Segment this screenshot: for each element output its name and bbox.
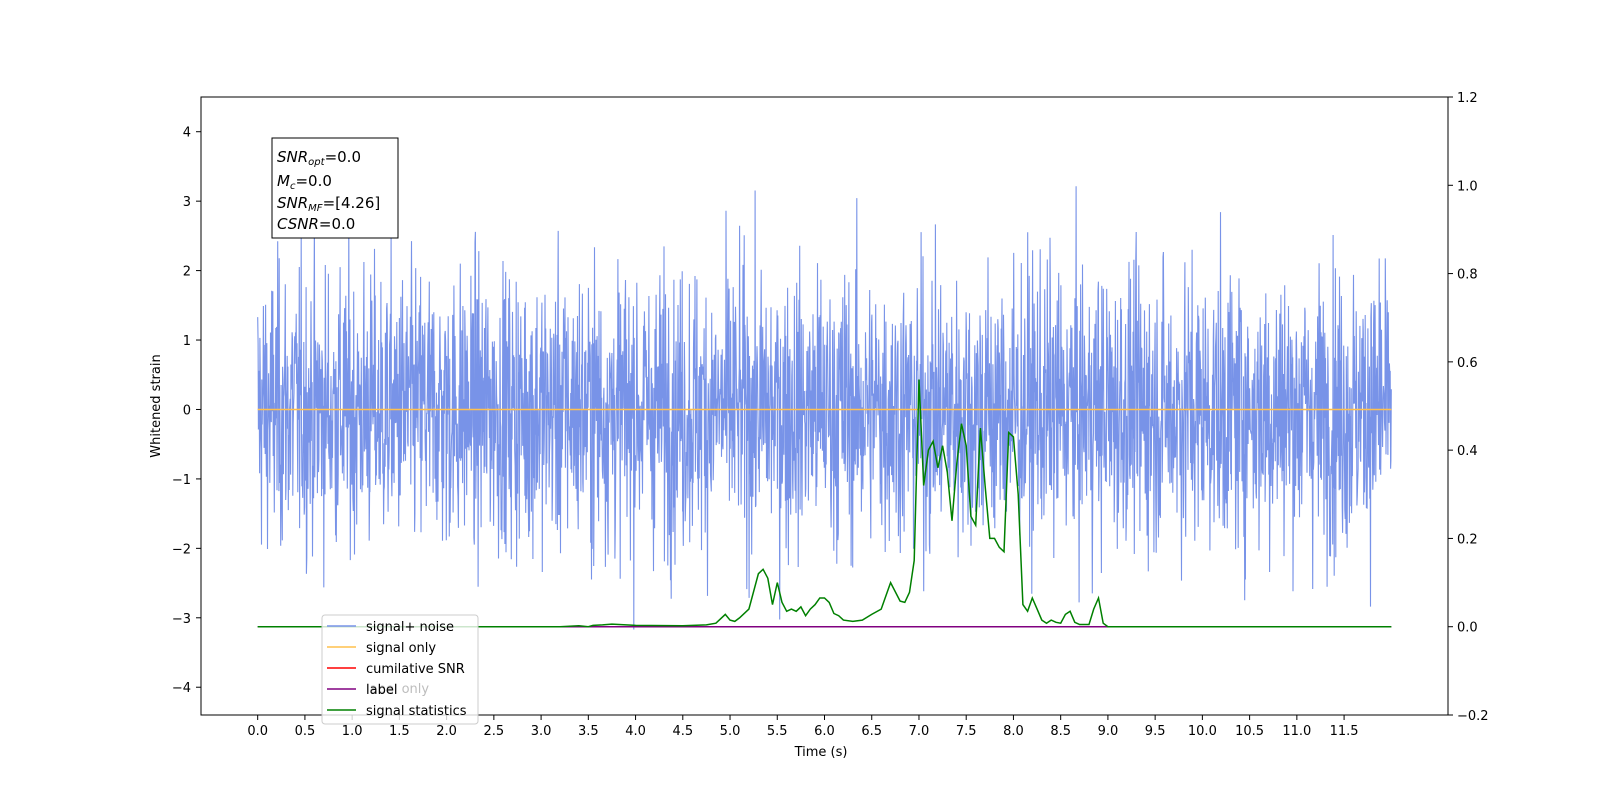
legend-label: signal statistics xyxy=(366,704,467,719)
y-tick-label: −2 xyxy=(172,542,191,557)
y-axis-ticks: 4 3 2 1 0 −1 −2 −3 −4 xyxy=(172,126,201,696)
x-tick-label: 7.5 xyxy=(956,724,977,739)
annotation-line-mc: Mc=0.0 xyxy=(277,172,332,192)
signal-noise-line xyxy=(257,186,1392,630)
x-axis-label: Time (s) xyxy=(794,745,848,760)
y-right-tick-label: 0.2 xyxy=(1457,532,1478,547)
x-tick-label: 5.0 xyxy=(720,724,741,739)
x-tick-label: 6.5 xyxy=(861,724,882,739)
y-right-axis-ticks: 1.2 1.0 0.8 0.6 0.4 0.2 0.0 −0.2 xyxy=(1448,91,1489,724)
y-axis-label: Whitened strain xyxy=(149,354,164,457)
y-right-tick-label: 0.4 xyxy=(1457,444,1478,459)
x-tick-label: 2.5 xyxy=(484,724,505,739)
x-tick-label: 10.0 xyxy=(1188,724,1217,739)
legend-label: signal+ noise xyxy=(366,620,454,635)
x-tick-label: 4.0 xyxy=(625,724,646,739)
y-right-tick-label: 1.2 xyxy=(1457,91,1478,106)
y-right-tick-label: 0.0 xyxy=(1457,621,1478,636)
x-tick-label: 7.0 xyxy=(909,724,930,739)
annotation-line-csnr: CSNR=0.0 xyxy=(277,215,355,233)
annotation-line-snr-mf: SNRMF=[4.26] xyxy=(277,194,380,214)
legend-label: cumilative SNR xyxy=(366,662,465,677)
y-tick-label: 0 xyxy=(183,403,191,418)
x-tick-label: 3.5 xyxy=(578,724,599,739)
legend-label: signal only xyxy=(366,641,436,656)
annotation-line-snr-opt: SNRopt=0.0 xyxy=(277,148,361,168)
y-tick-label: 3 xyxy=(183,195,191,210)
signal-noise-series xyxy=(257,186,1392,630)
x-tick-label: 2.0 xyxy=(436,724,457,739)
y-right-tick-label: 0.6 xyxy=(1457,356,1478,371)
x-tick-label: 9.0 xyxy=(1098,724,1119,739)
y-tick-label: −1 xyxy=(172,473,191,488)
x-tick-label: 8.5 xyxy=(1050,724,1071,739)
x-tick-label: 10.5 xyxy=(1235,724,1264,739)
x-tick-label: 8.0 xyxy=(1003,724,1024,739)
x-tick-label: 3.0 xyxy=(531,724,552,739)
y-tick-label: 2 xyxy=(183,265,191,280)
x-tick-label: 11.5 xyxy=(1330,724,1359,739)
x-tick-label: 11.0 xyxy=(1282,724,1311,739)
legend-box xyxy=(321,614,479,725)
legend: label only signal+ noise signal only cumil… xyxy=(321,614,479,725)
annotation-box: SNRopt=0.0 Mc=0.0 SNRMF=[4.26] CSNR=0.0 xyxy=(271,137,399,239)
y-right-tick-label: −0.2 xyxy=(1457,709,1489,724)
x-axis-ticks: 0.0 0.5 1.0 1.5 2.0 2.5 3.0 3.5 4.0 4.5 5.0 5.5 6.0 6… xyxy=(247,715,1359,739)
y-tick-label: −4 xyxy=(172,681,191,696)
x-tick-label: 1.5 xyxy=(389,724,410,739)
x-tick-label: 4.5 xyxy=(672,724,693,739)
signal-statistics-line xyxy=(257,379,1392,628)
x-tick-label: 1.0 xyxy=(342,724,363,739)
y-tick-label: 4 xyxy=(183,126,191,141)
y-right-tick-label: 1.0 xyxy=(1457,179,1478,194)
x-tick-label: 5.5 xyxy=(767,724,788,739)
x-tick-label: 9.5 xyxy=(1145,724,1166,739)
y-tick-label: −3 xyxy=(172,612,191,627)
x-tick-label: 0.5 xyxy=(295,724,316,739)
legend-hidden-text: label only xyxy=(366,682,429,697)
y-right-tick-label: 0.8 xyxy=(1457,268,1478,283)
y-tick-label: 1 xyxy=(183,334,191,349)
legend-label: label xyxy=(366,683,397,698)
x-tick-label: 6.0 xyxy=(814,724,835,739)
x-tick-label: 0.0 xyxy=(247,724,268,739)
